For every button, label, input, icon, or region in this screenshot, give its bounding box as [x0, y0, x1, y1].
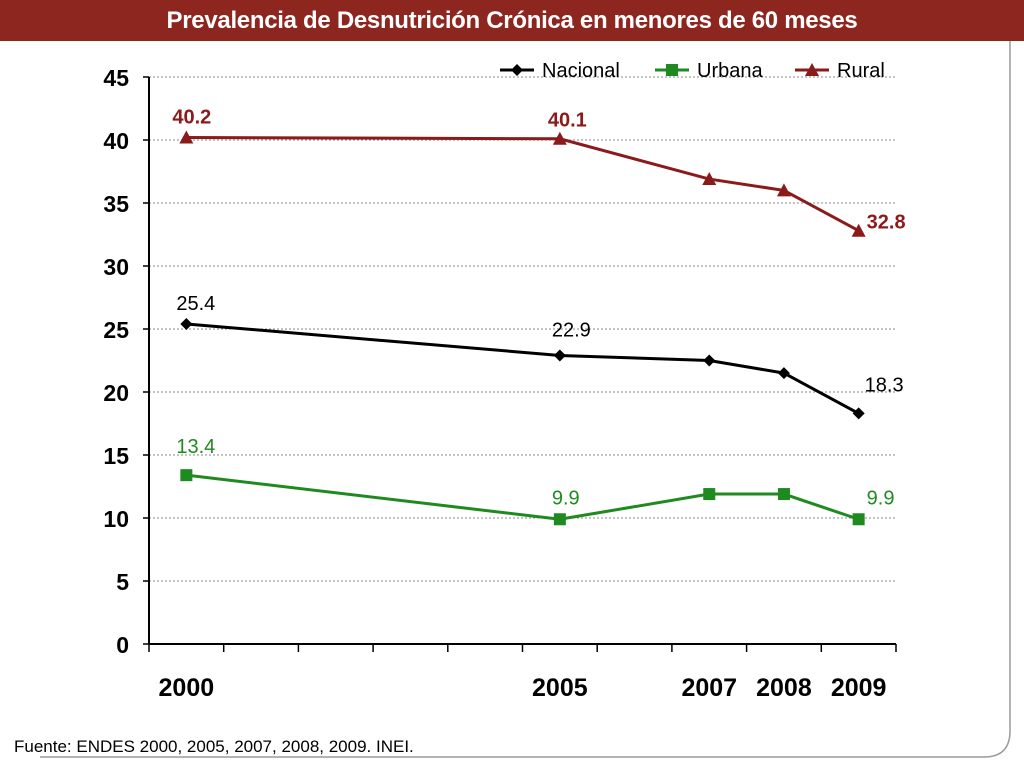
y-tick-label: 0 [116, 632, 129, 658]
legend-marker-nacional [511, 64, 523, 76]
data-point-nacional [180, 317, 193, 330]
slide-border-curve [40, 41, 1011, 758]
data-label-urbana: 9.9 [552, 487, 580, 509]
data-label-rural: 40.1 [548, 110, 587, 132]
data-point-rural [851, 223, 866, 237]
data-point-urbana [553, 513, 566, 526]
data-point-urbana [703, 488, 716, 501]
data-point-rural [776, 183, 791, 197]
y-tick-label: 35 [103, 191, 129, 217]
data-point-urbana [777, 488, 790, 501]
data-point-nacional [777, 367, 790, 380]
slide-title: Prevalencia de Desnutrición Crónica en m… [0, 0, 1024, 41]
y-tick-label: 30 [103, 254, 129, 280]
y-tick-label: 5 [116, 569, 129, 595]
data-label-rural: 32.8 [867, 212, 906, 234]
data-label-rural: 40.2 [172, 106, 211, 128]
chart-frame: 0 5 10 15 20 25 30 35 40 45 2000 2005 2007 2008 2009 2… [0, 41, 1024, 768]
line-chart: 0 5 10 15 20 25 30 35 40 45 2000 2005 2007 2008 2009 2… [40, 41, 1011, 758]
source-footnote: Fuente: ENDES 2000, 2005, 2007, 2008, 20… [14, 737, 414, 756]
data-label-nacional: 18.3 [865, 374, 904, 396]
data-point-rural [552, 131, 567, 145]
data-point-urbana [852, 513, 865, 526]
data-label-nacional: 22.9 [552, 319, 591, 341]
x-tick-label: 2007 [681, 674, 737, 702]
legend-label-nacional: Nacional [542, 60, 620, 82]
x-tick-label: 2005 [532, 674, 588, 702]
legend-marker-urbana [666, 64, 678, 76]
data-label-urbana: 9.9 [867, 487, 895, 509]
data-point-nacional [553, 349, 566, 362]
y-tick-label: 15 [103, 443, 129, 469]
legend-label-urbana: Urbana [697, 60, 763, 82]
data-point-nacional [852, 407, 865, 420]
data-point-rural [702, 172, 717, 186]
y-tick-label: 25 [103, 317, 129, 343]
series-line-rural [186, 135, 860, 233]
x-tick-label: 2000 [159, 674, 215, 702]
y-tick-label: 10 [103, 506, 129, 532]
data-label-urbana: 13.4 [176, 436, 215, 458]
data-label-nacional: 25.4 [176, 293, 215, 315]
series-line-urbana [186, 473, 860, 521]
x-tick-label: 2008 [756, 674, 812, 702]
data-point-nacional [703, 354, 716, 367]
series-line-nacional [186, 322, 860, 415]
y-tick-label: 40 [103, 128, 129, 154]
data-point-urbana [180, 469, 193, 482]
y-tick-label: 45 [103, 65, 129, 91]
x-tick-label: 2009 [831, 674, 887, 702]
y-tick-label: 20 [103, 380, 129, 406]
legend-marker-rural [805, 63, 819, 76]
legend-label-rural: Rural [837, 60, 885, 82]
data-point-rural [179, 130, 194, 144]
